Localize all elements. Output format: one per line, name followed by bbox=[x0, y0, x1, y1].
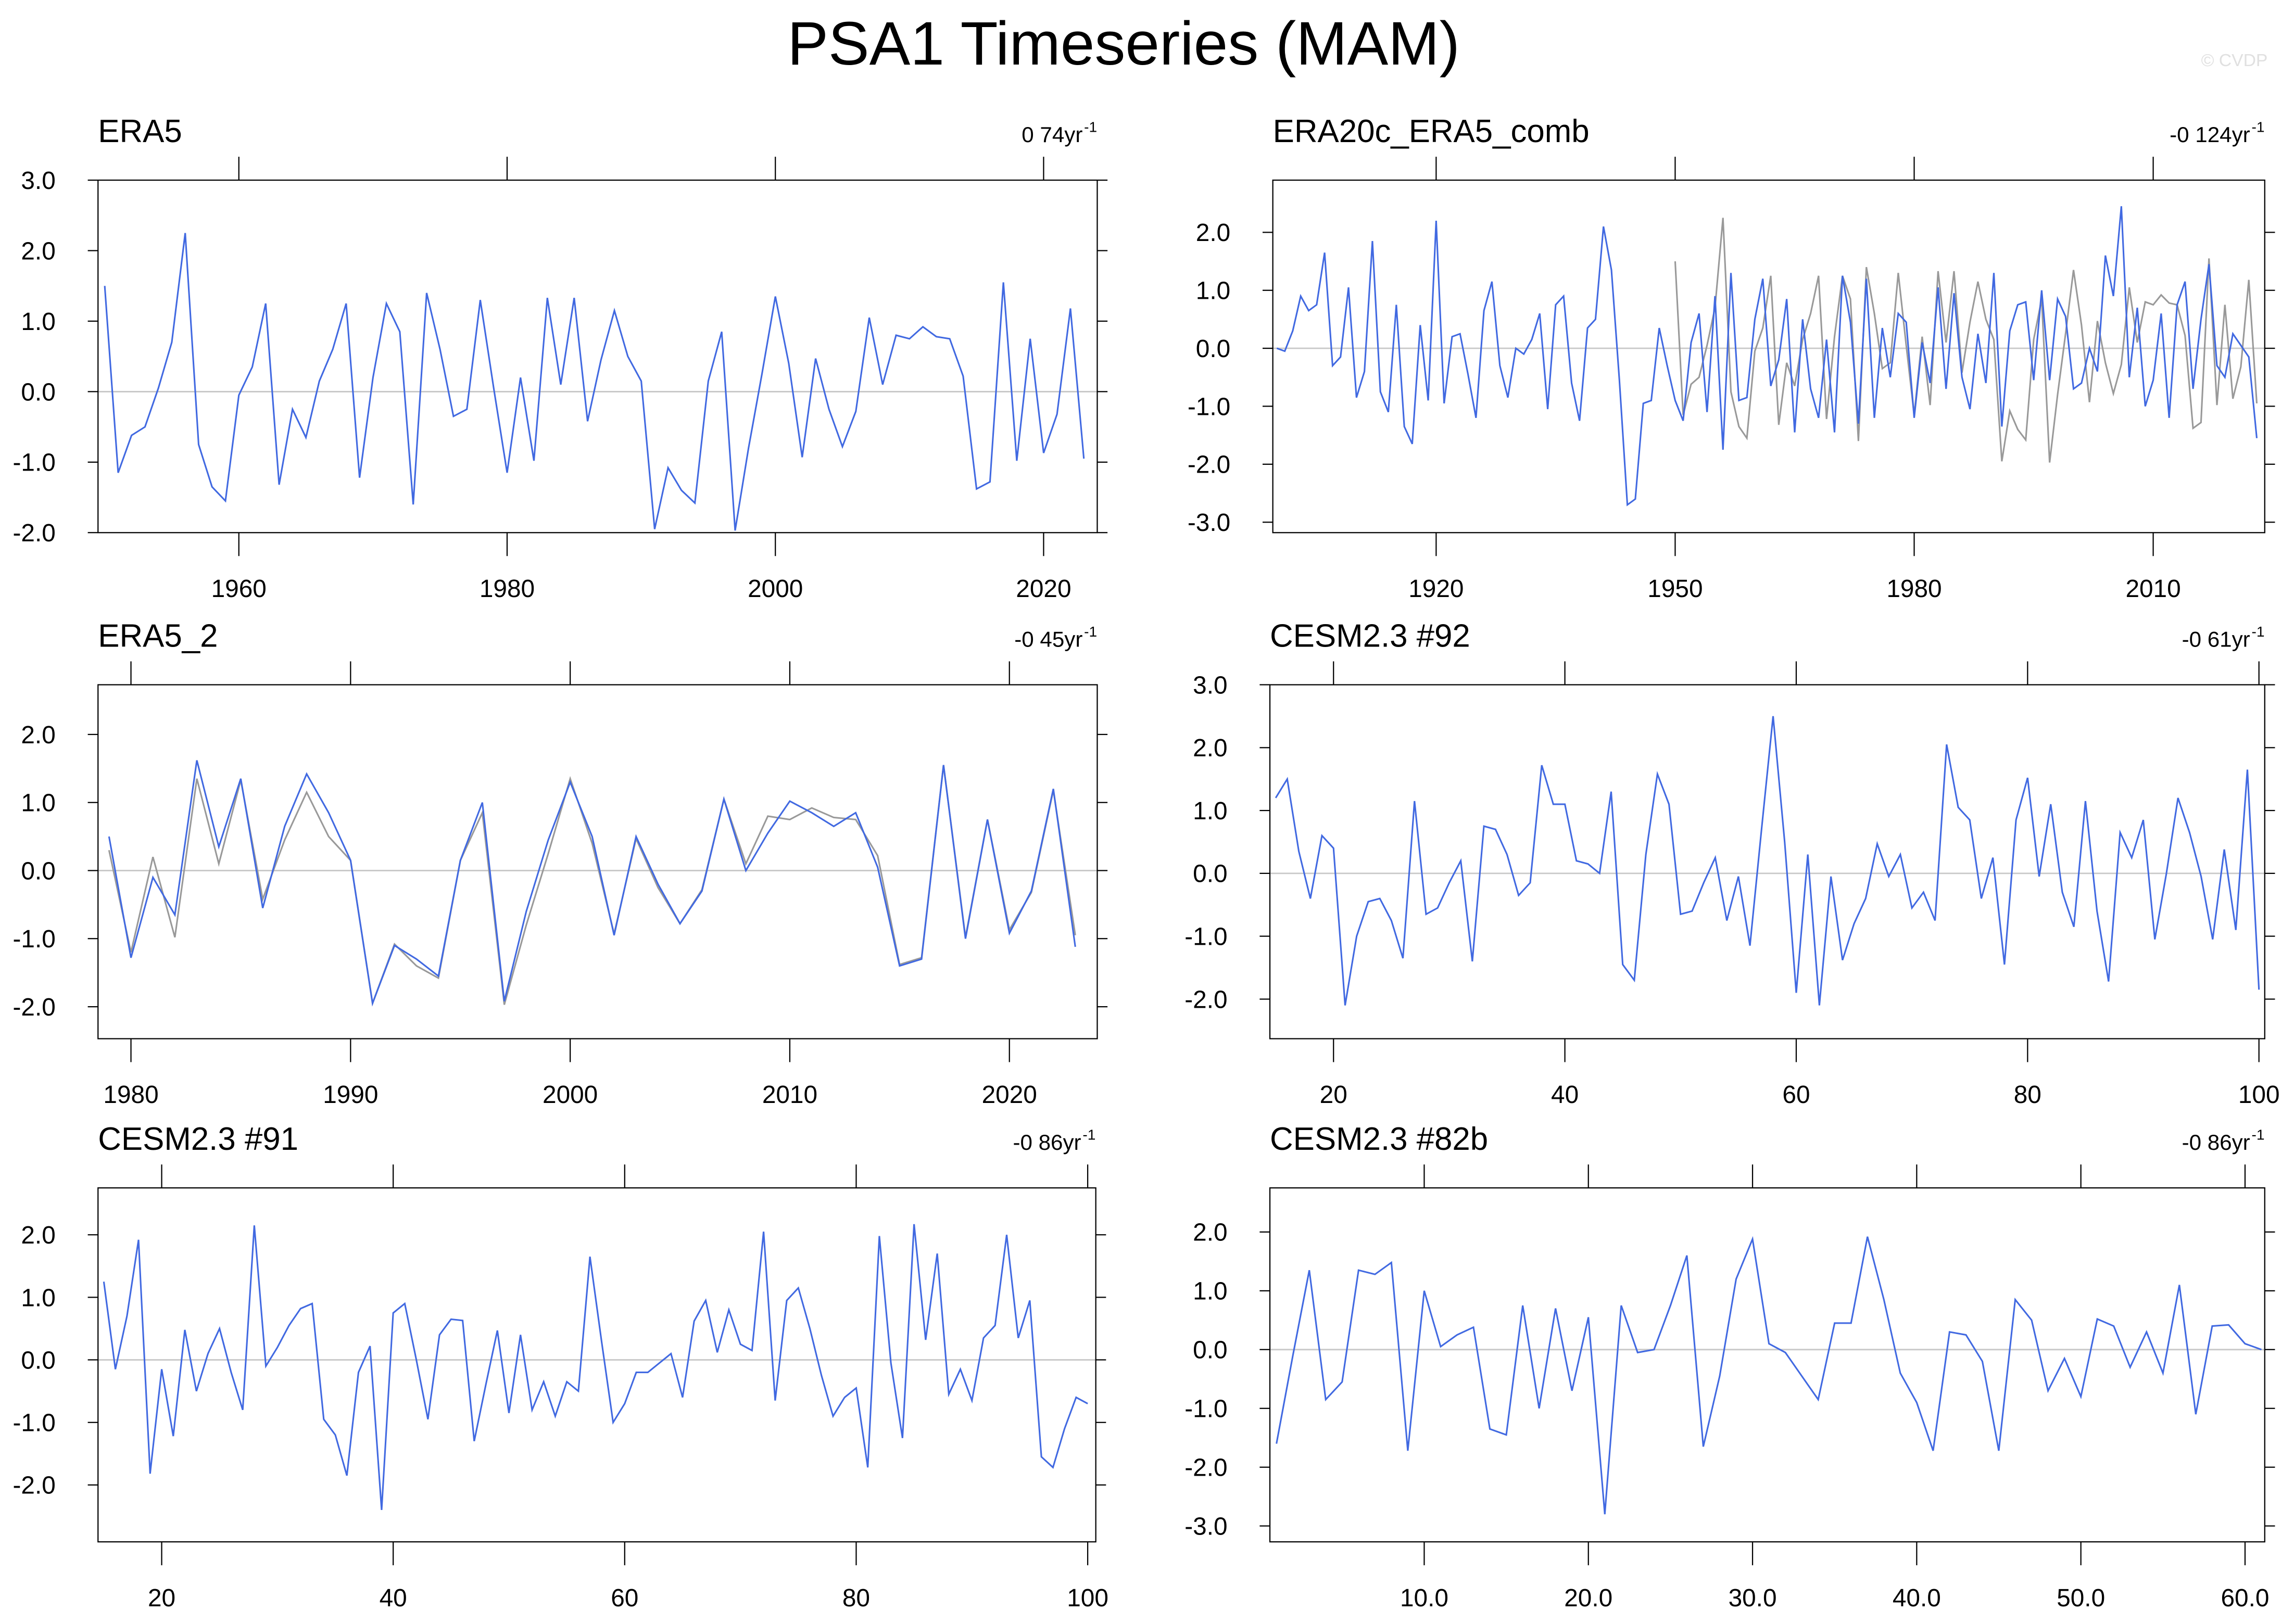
x-tick-label: 20 bbox=[1320, 1081, 1347, 1109]
y-tick-label: 0.0 bbox=[1196, 335, 1230, 363]
y-tick-label: -1.0 bbox=[12, 449, 55, 477]
x-tick-label: 1980 bbox=[480, 575, 535, 603]
y-tick-label: 2.0 bbox=[21, 721, 55, 749]
trend-label: -0 45yr bbox=[1014, 627, 1082, 651]
x-tick-label: 20 bbox=[148, 1584, 175, 1612]
trend-label: 0 74yr bbox=[1022, 122, 1082, 147]
x-tick-label: 50.0 bbox=[2057, 1584, 2105, 1612]
x-tick-label: 2020 bbox=[1016, 575, 1071, 603]
x-tick-label: 60.0 bbox=[2221, 1584, 2269, 1612]
y-tick-label: -1.0 bbox=[12, 925, 55, 953]
y-tick-label: 2.0 bbox=[1193, 1219, 1227, 1247]
y-tick-label: 0.0 bbox=[21, 1347, 55, 1374]
x-tick-label: 40 bbox=[1551, 1081, 1579, 1109]
y-tick-label: -2.0 bbox=[1184, 986, 1227, 1013]
trend-label: -0 86yr bbox=[1013, 1130, 1081, 1154]
panel-title: ERA20c_ERA5_comb bbox=[1273, 113, 1590, 149]
x-tick-label: 2010 bbox=[2125, 575, 2180, 603]
data-line bbox=[104, 233, 1085, 531]
y-tick-label: 2.0 bbox=[1196, 219, 1230, 247]
plot-frame bbox=[1272, 179, 2265, 534]
panel-title: CESM2.3 #82b bbox=[1270, 1121, 1488, 1157]
credit: © CVDP bbox=[2201, 50, 2268, 70]
y-tick-label: 0.0 bbox=[21, 378, 55, 406]
y-tick-label: -2.0 bbox=[1188, 451, 1230, 479]
data-line bbox=[1674, 218, 2258, 463]
y-tick-label: -3.0 bbox=[1188, 509, 1230, 537]
x-tick-label: 1990 bbox=[323, 1081, 378, 1109]
data-line bbox=[1275, 716, 2260, 1006]
y-tick-label: 0.0 bbox=[21, 857, 55, 885]
x-tick-label: 2000 bbox=[748, 575, 803, 603]
plot-frame bbox=[1269, 684, 2265, 1039]
y-tick-label: 1.0 bbox=[21, 790, 55, 817]
plot-frame bbox=[97, 684, 1098, 1039]
x-tick-label: 1980 bbox=[1886, 575, 1942, 603]
data-line bbox=[1276, 206, 2258, 506]
x-tick-label: 1980 bbox=[103, 1081, 158, 1109]
x-tick-label: 1920 bbox=[1408, 575, 1464, 603]
y-tick-label: -1.0 bbox=[12, 1410, 55, 1437]
x-tick-label: 40.0 bbox=[1893, 1584, 1941, 1612]
x-tick-label: 40 bbox=[380, 1584, 407, 1612]
x-tick-label: 2000 bbox=[543, 1081, 598, 1109]
y-tick-label: 1.0 bbox=[21, 308, 55, 336]
trend-exponent: -1 bbox=[1084, 624, 1097, 640]
y-tick-label: -3.0 bbox=[1184, 1513, 1227, 1541]
x-tick-label: 100 bbox=[1067, 1584, 1108, 1612]
y-tick-label: -2.0 bbox=[1184, 1454, 1227, 1482]
y-tick-label: 1.0 bbox=[1193, 797, 1227, 825]
y-tick-label: 2.0 bbox=[21, 237, 55, 265]
x-tick-label: 30.0 bbox=[1729, 1584, 1777, 1612]
y-tick-label: 1.0 bbox=[1196, 277, 1230, 305]
trend-exponent: -1 bbox=[2252, 624, 2265, 640]
panel-title: CESM2.3 #92 bbox=[1270, 618, 1470, 654]
y-tick-label: 3.0 bbox=[1193, 671, 1227, 699]
panel-title: ERA5 bbox=[98, 113, 182, 149]
y-tick-label: 0.0 bbox=[1193, 1337, 1227, 1364]
x-tick-label: 1960 bbox=[211, 575, 267, 603]
plot-frame bbox=[97, 1187, 1096, 1543]
trend-label: -0 61yr bbox=[2182, 627, 2250, 651]
x-tick-label: 1950 bbox=[1647, 575, 1703, 603]
y-tick-label: -2.0 bbox=[12, 519, 55, 547]
y-tick-label: -1.0 bbox=[1188, 393, 1230, 421]
trend-label: -0 86yr bbox=[2182, 1130, 2250, 1154]
y-tick-label: 2.0 bbox=[1193, 734, 1227, 762]
y-tick-label: 2.0 bbox=[21, 1222, 55, 1249]
y-tick-label: 1.0 bbox=[1193, 1278, 1227, 1305]
x-tick-label: 100 bbox=[2238, 1081, 2280, 1109]
y-tick-label: -2.0 bbox=[12, 1472, 55, 1500]
trend-exponent: -1 bbox=[1082, 1126, 1095, 1143]
x-tick-label: 10.0 bbox=[1400, 1584, 1448, 1612]
x-tick-label: 80 bbox=[842, 1584, 870, 1612]
data-line bbox=[1276, 1236, 2262, 1515]
y-tick-label: -2.0 bbox=[12, 994, 55, 1021]
x-tick-label: 80 bbox=[2014, 1081, 2041, 1109]
data-line bbox=[103, 1224, 1088, 1510]
y-tick-label: -1.0 bbox=[1184, 923, 1227, 951]
x-tick-label: 2010 bbox=[762, 1081, 817, 1109]
panel-title: ERA5_2 bbox=[98, 618, 218, 654]
x-tick-label: 60 bbox=[1782, 1081, 1810, 1109]
plot-frame bbox=[97, 179, 1098, 534]
trend-exponent: -1 bbox=[2252, 119, 2265, 135]
trend-exponent: -1 bbox=[2252, 1126, 2265, 1143]
trend-exponent: -1 bbox=[1084, 119, 1097, 135]
trend-label: -0 124yr bbox=[2170, 122, 2250, 147]
data-line bbox=[108, 760, 1076, 1007]
x-tick-label: 60 bbox=[611, 1584, 638, 1612]
y-tick-label: 1.0 bbox=[21, 1284, 55, 1312]
y-tick-label: -1.0 bbox=[1184, 1395, 1227, 1423]
figure-title: PSA1 Timeseries (MAM) bbox=[787, 9, 1460, 78]
y-tick-label: 3.0 bbox=[21, 167, 55, 195]
x-tick-label: 20.0 bbox=[1564, 1584, 1612, 1612]
y-tick-label: 0.0 bbox=[1193, 860, 1227, 888]
plot-frame bbox=[1269, 1187, 2265, 1543]
panel-title: CESM2.3 #91 bbox=[98, 1121, 298, 1157]
x-tick-label: 2020 bbox=[982, 1081, 1037, 1109]
